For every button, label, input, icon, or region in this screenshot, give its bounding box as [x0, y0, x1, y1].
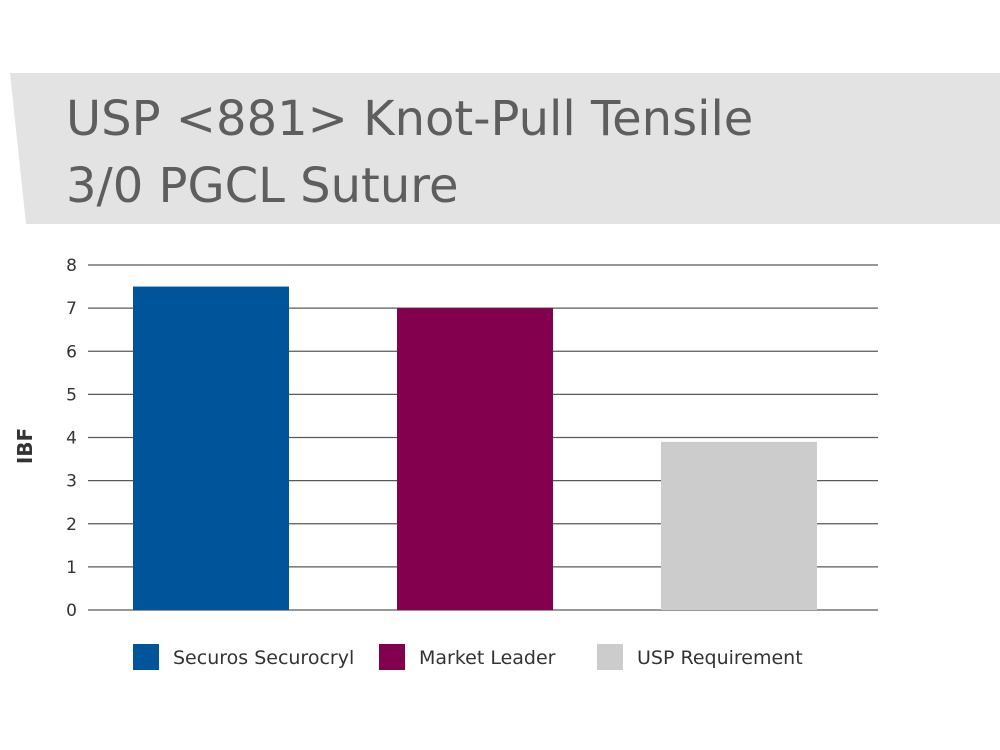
legend-label-securos-securocryl: Securos Securocryl: [173, 647, 354, 669]
legend: Securos Securocryl Market Leader USP Requi…: [133, 644, 803, 670]
y-tick-labels: 0 1 2 3 4 5 6 7 8: [66, 256, 77, 621]
bars: [133, 286, 817, 610]
legend-swatch-usp-requirement: [597, 644, 623, 670]
y-tick-label-5: 5: [66, 385, 77, 405]
y-tick-label-0: 0: [66, 601, 77, 621]
bar-market-leader: [397, 308, 553, 610]
y-tick-label-4: 4: [66, 429, 77, 449]
legend-label-usp-requirement: USP Requirement: [637, 647, 803, 669]
legend-swatch-market-leader: [379, 644, 405, 670]
y-tick-label-8: 8: [66, 256, 77, 276]
y-tick-label-1: 1: [66, 558, 77, 578]
chart-title-line-2: 3/0 PGCL Suture: [66, 158, 459, 214]
title-band-shape: [10, 73, 1000, 224]
bar-usp-requirement: [661, 441, 817, 610]
bar-securos-securocryl: [133, 286, 289, 610]
y-tick-label-3: 3: [66, 472, 77, 492]
y-tick-label-7: 7: [66, 299, 77, 319]
legend-label-market-leader: Market Leader: [419, 647, 556, 669]
y-tick-label-6: 6: [66, 342, 77, 362]
legend-swatch-securos-securocryl: [133, 644, 159, 670]
y-axis-label: IBF: [13, 428, 37, 464]
y-tick-label-2: 2: [66, 515, 77, 535]
chart-title-line-1: USP <881> Knot-Pull Tensile: [66, 91, 754, 147]
